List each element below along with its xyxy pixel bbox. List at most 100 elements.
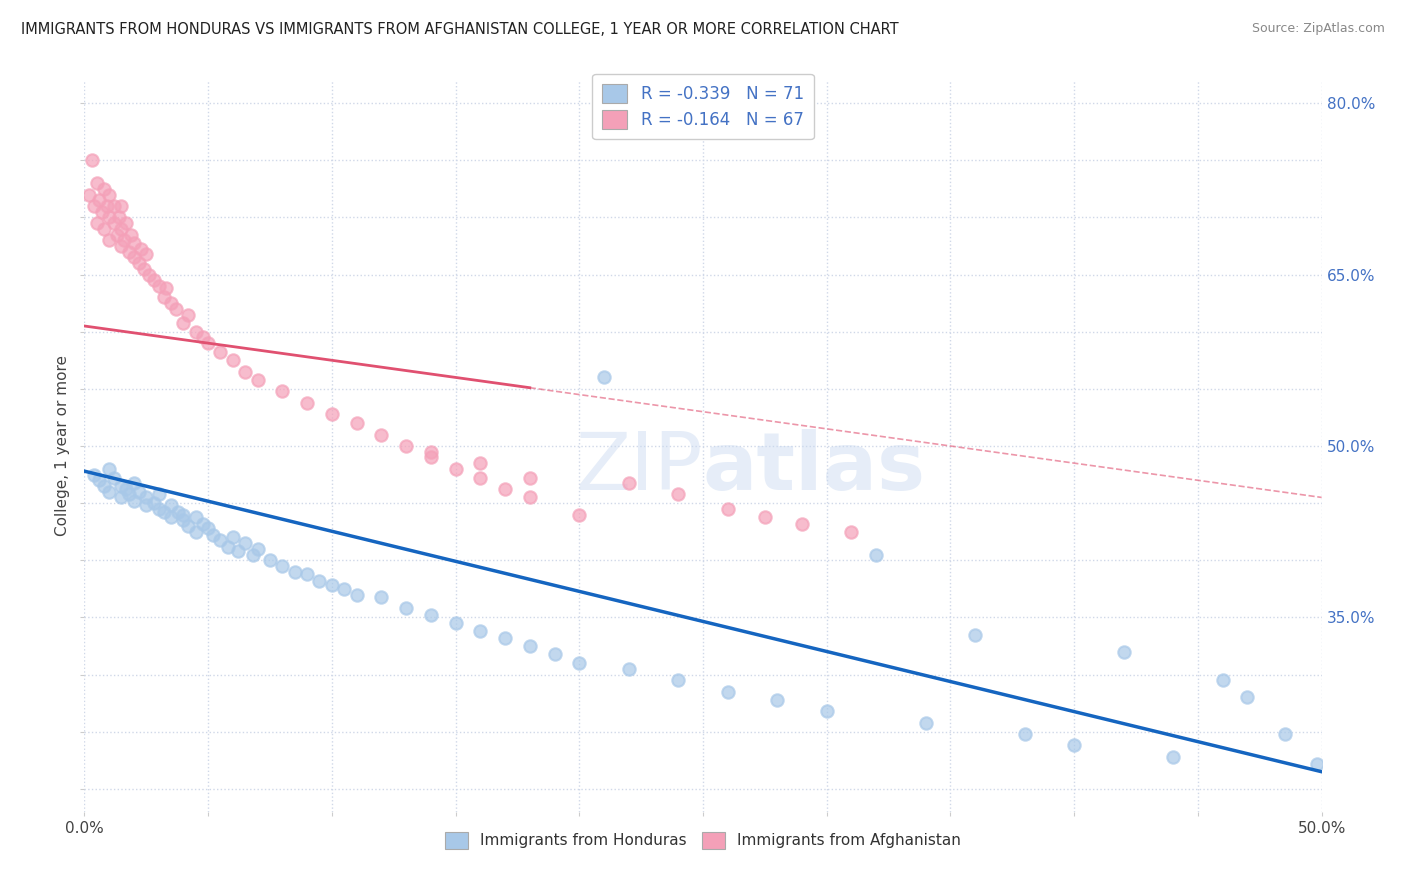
Point <box>419 450 441 465</box>
Point <box>83 199 105 213</box>
Text: atlas: atlas <box>703 429 927 507</box>
Point <box>160 509 183 524</box>
Point <box>242 548 264 562</box>
Point <box>98 462 121 476</box>
Point <box>128 256 150 270</box>
Point <box>93 479 115 493</box>
Point <box>80 153 103 168</box>
Point <box>132 261 155 276</box>
Point <box>346 588 368 602</box>
Point <box>259 553 281 567</box>
Point <box>865 548 887 562</box>
Point <box>83 467 105 482</box>
Point <box>444 616 467 631</box>
Point <box>96 199 118 213</box>
Point <box>717 501 740 516</box>
Point <box>284 565 307 579</box>
Point <box>333 582 356 596</box>
Point <box>271 384 294 398</box>
Point <box>233 536 256 550</box>
Point <box>93 222 115 236</box>
Legend: Immigrants from Honduras, Immigrants from Afghanistan: Immigrants from Honduras, Immigrants fro… <box>439 825 967 855</box>
Point <box>120 227 142 242</box>
Point <box>766 692 789 706</box>
Point <box>160 296 183 310</box>
Text: IMMIGRANTS FROM HONDURAS VS IMMIGRANTS FROM AFGHANISTAN COLLEGE, 1 YEAR OR MORE : IMMIGRANTS FROM HONDURAS VS IMMIGRANTS F… <box>21 22 898 37</box>
Point <box>246 541 269 556</box>
Point <box>321 407 343 421</box>
Point <box>110 199 132 213</box>
Point <box>177 308 200 322</box>
Point <box>197 521 219 535</box>
Point <box>142 496 165 510</box>
Point <box>177 519 200 533</box>
Point <box>172 508 194 522</box>
Point <box>152 290 174 304</box>
Point <box>246 373 269 387</box>
Point <box>419 444 441 458</box>
Point <box>152 505 174 519</box>
Point <box>568 656 591 670</box>
Point <box>118 487 141 501</box>
Point <box>617 475 640 490</box>
Point <box>89 194 111 208</box>
Point <box>543 647 565 661</box>
Point <box>184 325 207 339</box>
Point <box>666 487 689 501</box>
Point <box>666 673 689 688</box>
Point <box>1212 673 1234 688</box>
Point <box>160 499 183 513</box>
Point <box>122 251 145 265</box>
Point <box>222 353 245 368</box>
Point <box>165 301 187 316</box>
Point <box>138 268 160 282</box>
Point <box>118 244 141 259</box>
Point <box>1305 756 1327 771</box>
Point <box>103 216 125 230</box>
Point <box>209 533 232 547</box>
Point <box>191 330 214 344</box>
Point <box>148 501 170 516</box>
Point <box>790 516 813 531</box>
Point <box>142 273 165 287</box>
Point <box>135 499 157 513</box>
Point <box>86 216 108 230</box>
Point <box>197 336 219 351</box>
Point <box>815 704 838 718</box>
Point <box>271 559 294 574</box>
Point <box>108 211 131 225</box>
Point <box>110 222 132 236</box>
Point <box>617 662 640 676</box>
Point <box>155 281 177 295</box>
Point <box>172 513 194 527</box>
Point <box>98 211 121 225</box>
Point <box>115 216 138 230</box>
Point <box>112 233 135 247</box>
Point <box>308 574 330 588</box>
Point <box>346 416 368 430</box>
Text: Source: ZipAtlas.com: Source: ZipAtlas.com <box>1251 22 1385 36</box>
Point <box>470 471 492 485</box>
Point <box>222 530 245 544</box>
Point <box>98 233 121 247</box>
Point <box>105 227 128 242</box>
Point <box>1161 749 1184 764</box>
Point <box>98 484 121 499</box>
Point <box>103 471 125 485</box>
Point <box>519 639 541 653</box>
Point <box>295 395 318 409</box>
Point <box>103 199 125 213</box>
Point <box>370 590 392 604</box>
Text: ZIP: ZIP <box>575 429 703 507</box>
Point <box>129 243 152 257</box>
Point <box>568 508 591 522</box>
Point <box>1236 690 1258 705</box>
Point <box>191 516 214 531</box>
Point <box>167 505 190 519</box>
Point <box>110 479 132 493</box>
Point <box>1014 727 1036 741</box>
Point <box>1112 645 1135 659</box>
Point <box>202 528 225 542</box>
Point <box>295 567 318 582</box>
Point <box>184 509 207 524</box>
